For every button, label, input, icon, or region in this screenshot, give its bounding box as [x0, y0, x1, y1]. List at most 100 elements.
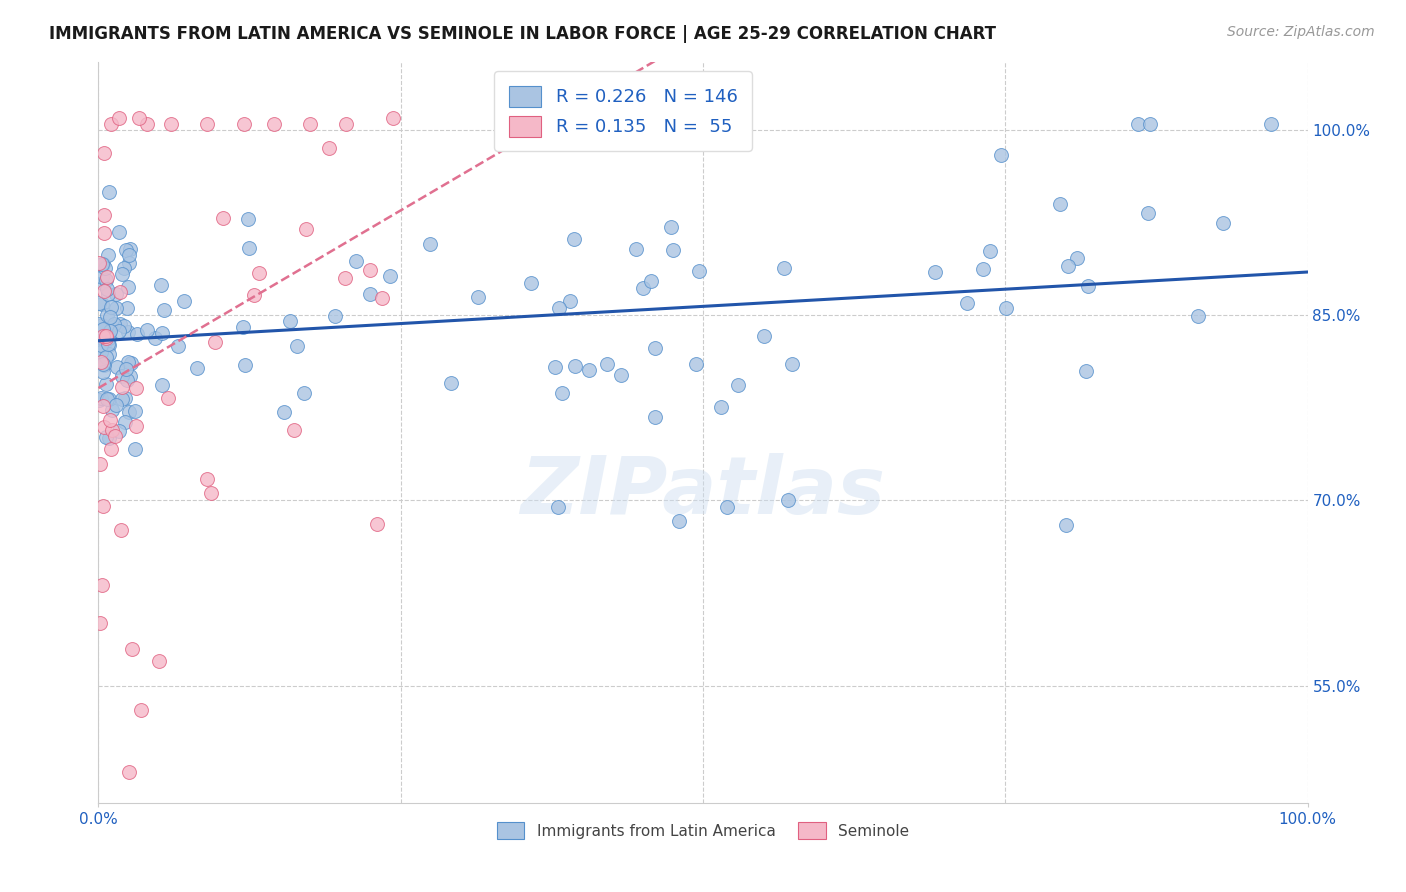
Point	[100, 442, 122, 456]
Point	[114, 415, 136, 429]
Point	[710, 400, 733, 414]
Point	[1212, 216, 1234, 230]
Point	[283, 423, 305, 437]
Point	[105, 286, 128, 301]
Point	[1066, 252, 1088, 266]
Point	[118, 764, 141, 779]
Point	[773, 260, 796, 275]
Point	[135, 117, 157, 131]
Point	[1187, 309, 1209, 323]
Point	[90, 355, 112, 369]
Point	[100, 117, 122, 131]
Point	[111, 392, 134, 406]
Point	[979, 244, 1001, 258]
Point	[924, 265, 946, 279]
Point	[173, 294, 195, 309]
Point	[688, 264, 710, 278]
Point	[569, 135, 592, 149]
Point	[186, 361, 208, 376]
Point	[111, 267, 134, 281]
Point	[108, 424, 131, 438]
Point	[520, 277, 543, 291]
Point	[419, 237, 441, 252]
Point	[115, 301, 138, 316]
Point	[115, 373, 138, 387]
Point	[236, 212, 259, 227]
Point	[204, 335, 226, 350]
Point	[93, 208, 115, 222]
Point	[120, 356, 142, 370]
Point	[644, 410, 666, 425]
Point	[91, 276, 114, 290]
Point	[150, 326, 173, 340]
Point	[212, 211, 235, 226]
Point	[285, 339, 308, 353]
Text: ZIPatlas: ZIPatlas	[520, 453, 886, 531]
Point	[117, 248, 139, 262]
Point	[467, 290, 489, 304]
Point	[780, 357, 803, 371]
Point	[96, 392, 118, 407]
Point	[90, 338, 112, 352]
Point	[105, 360, 128, 375]
Point	[96, 270, 118, 285]
Point	[278, 314, 301, 328]
Point	[114, 244, 136, 258]
Point	[233, 358, 256, 372]
Point	[371, 292, 394, 306]
Point	[167, 339, 190, 353]
Point	[659, 219, 682, 234]
Point	[644, 341, 666, 355]
Point	[1049, 197, 1071, 211]
Point	[100, 413, 122, 427]
Point	[995, 301, 1018, 315]
Point	[125, 326, 148, 341]
Point	[98, 185, 121, 199]
Point	[1136, 206, 1159, 220]
Point	[89, 256, 111, 270]
Point	[103, 317, 125, 331]
Point	[534, 117, 557, 131]
Point	[150, 278, 173, 293]
Point	[247, 266, 270, 280]
Point	[366, 516, 388, 531]
Point	[640, 274, 662, 288]
Point	[91, 357, 114, 371]
Point	[97, 286, 120, 301]
Point	[96, 273, 118, 287]
Point	[1128, 117, 1150, 131]
Point	[263, 117, 285, 131]
Point	[125, 380, 148, 394]
Point	[1076, 364, 1098, 378]
Point	[121, 642, 143, 657]
Point	[110, 523, 132, 537]
Point	[359, 262, 381, 277]
Point	[143, 331, 166, 345]
Point	[333, 271, 356, 285]
Point	[117, 355, 139, 369]
Point	[232, 117, 254, 131]
Point	[89, 344, 111, 359]
Point	[96, 430, 118, 444]
Point	[238, 241, 260, 255]
Point	[93, 284, 115, 298]
Point	[94, 334, 117, 349]
Point	[97, 338, 120, 352]
Point	[114, 392, 136, 406]
Point	[89, 337, 111, 351]
Point	[148, 654, 170, 668]
Point	[136, 323, 159, 337]
Text: Source: ZipAtlas.com: Source: ZipAtlas.com	[1227, 25, 1375, 39]
Point	[89, 317, 111, 331]
Point	[100, 300, 122, 314]
Point	[97, 247, 120, 261]
Point	[972, 261, 994, 276]
Point	[107, 324, 129, 338]
Point	[98, 392, 121, 406]
Point	[547, 500, 569, 514]
Point	[105, 301, 128, 315]
Point	[94, 260, 117, 275]
Point	[98, 331, 121, 345]
Point	[624, 242, 647, 256]
Point	[323, 309, 346, 323]
